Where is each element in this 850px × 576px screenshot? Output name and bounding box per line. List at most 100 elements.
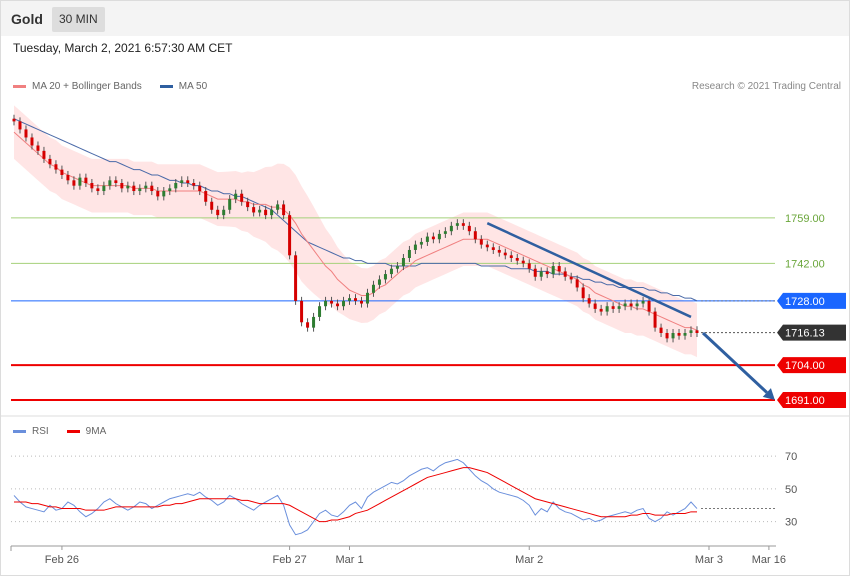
- price-legend: MA 20 + Bollinger Bands MA 50: [13, 81, 207, 92]
- candle: [383, 274, 387, 280]
- candle: [300, 300, 304, 323]
- header-bar: Gold 30 MIN: [1, 1, 849, 36]
- candle: [288, 215, 292, 256]
- candle: [78, 177, 82, 186]
- rsi-line: [13, 458, 698, 536]
- candle: [168, 188, 172, 192]
- candle: [449, 225, 453, 232]
- candle: [569, 276, 573, 280]
- candle: [407, 249, 411, 258]
- ma50-swatch: [159, 85, 173, 88]
- candle: [401, 258, 405, 267]
- rsi-swatch: [13, 430, 26, 433]
- candle: [90, 183, 94, 189]
- rsi-tick-50: 50: [785, 484, 797, 496]
- instrument-title: Gold: [11, 11, 43, 27]
- candle: [30, 137, 34, 146]
- candle: [539, 271, 543, 277]
- candle: [467, 225, 471, 232]
- candle: [551, 266, 555, 275]
- candle: [162, 191, 166, 197]
- candle: [425, 236, 429, 242]
- candle: [659, 327, 663, 333]
- candle: [629, 303, 633, 307]
- candle: [54, 164, 58, 170]
- candle: [617, 306, 621, 309]
- candle: [252, 207, 256, 213]
- candle: [599, 308, 603, 312]
- bollinger-band: [14, 105, 697, 358]
- candle: [240, 193, 244, 202]
- rsi-tick-70: 70: [785, 451, 797, 463]
- ma20-legend-label: MA 20 + Bollinger Bands: [32, 81, 142, 92]
- candle: [461, 223, 465, 226]
- rsi-ma-swatch: [66, 430, 80, 433]
- trend-line: [486, 222, 692, 319]
- candle: [174, 183, 178, 189]
- candle: [120, 183, 124, 189]
- candle: [395, 266, 399, 269]
- candle: [24, 129, 28, 138]
- candle: [324, 300, 328, 307]
- candle: [210, 201, 214, 210]
- candle: [108, 180, 112, 186]
- candle: [623, 303, 627, 307]
- level-label-1759.00: 1759.00: [785, 213, 825, 225]
- candle: [306, 322, 310, 328]
- candle: [150, 185, 154, 192]
- candle: [527, 263, 531, 269]
- x-tick-Feb 26: Feb 26: [45, 554, 79, 566]
- ma50-legend-label: MA 50: [178, 81, 208, 92]
- level-tag-1704.00: [777, 357, 846, 374]
- candle: [138, 188, 142, 192]
- candle: [246, 201, 250, 208]
- candle: [60, 169, 64, 175]
- candle: [653, 311, 657, 328]
- candle: [683, 333, 687, 336]
- research-credit: Research © 2021 Trading Central: [691, 81, 841, 92]
- candle: [509, 255, 513, 258]
- level-label-1742.00: 1742.00: [785, 258, 825, 270]
- level-label-1728.00: 1728.00: [785, 296, 825, 308]
- candle: [563, 271, 567, 277]
- x-tick-Mar 2: Mar 2: [515, 554, 543, 566]
- candle: [36, 145, 40, 151]
- candle: [234, 193, 238, 200]
- candle: [587, 298, 591, 304]
- rsi-ma-legend-label: 9MA: [85, 426, 107, 437]
- rsi-legend-label: RSI: [32, 426, 49, 437]
- candle: [437, 233, 441, 240]
- candle: [330, 300, 334, 304]
- candle: [521, 260, 525, 264]
- timeframe-button[interactable]: 30 MIN: [52, 7, 105, 32]
- candle: [42, 150, 46, 159]
- ma20-swatch: [13, 85, 26, 88]
- candle: [318, 306, 322, 317]
- candle: [443, 231, 447, 234]
- candle: [575, 279, 579, 288]
- candle: [455, 223, 459, 226]
- candle: [282, 204, 286, 216]
- candle: [497, 249, 501, 253]
- candle: [611, 306, 615, 309]
- candle: [294, 255, 298, 301]
- candle: [593, 303, 597, 309]
- candle: [198, 185, 202, 192]
- candle: [336, 303, 340, 307]
- candle: [354, 298, 357, 301]
- candle: [605, 306, 609, 312]
- x-tick-Mar 16: Mar 16: [752, 554, 786, 566]
- candle: [473, 231, 477, 240]
- forecast-arrow-shaft: [701, 331, 768, 394]
- candle: [647, 300, 651, 312]
- candle: [413, 244, 417, 250]
- candle: [342, 300, 346, 307]
- candle: [156, 191, 160, 197]
- level-tag-1716.13: [777, 324, 846, 341]
- candle: [359, 300, 363, 304]
- candle: [545, 271, 549, 275]
- candle: [228, 199, 232, 210]
- candle: [641, 300, 645, 304]
- candle: [377, 279, 381, 285]
